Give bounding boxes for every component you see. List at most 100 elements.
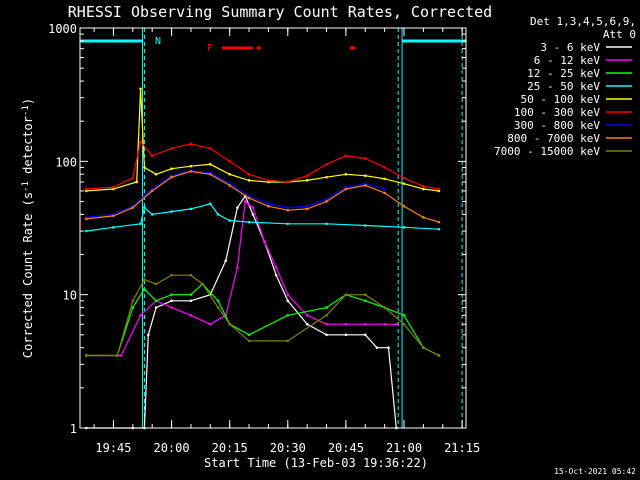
series-8-point-13	[344, 293, 348, 296]
series-7-point-8	[247, 196, 251, 200]
series-7-point-9	[267, 204, 270, 208]
series-8-point-7	[201, 282, 204, 286]
series-line-5	[86, 140, 440, 190]
legend-label-7: 800 - 7000 keV	[507, 132, 600, 145]
series-0-point-11	[251, 213, 255, 216]
series-5-point-9	[247, 172, 251, 176]
series-6-point-15	[383, 187, 386, 191]
series-0-point-13	[274, 273, 278, 277]
x-tick-label-3: 20:30	[270, 441, 306, 455]
series-4-point-0	[85, 189, 88, 193]
series-3-point-5	[170, 210, 173, 213]
series-8-point-3	[143, 278, 146, 281]
series-5-point-6	[189, 142, 193, 146]
series-2-point-11	[286, 314, 290, 317]
y-axis-label-mid: detector	[21, 116, 35, 181]
series-4-point-1	[112, 187, 115, 191]
legend-label-3: 25 - 50 keV	[527, 80, 600, 93]
series-8-point-17	[422, 346, 425, 350]
series-4-point-5	[154, 172, 158, 176]
series-1-point-6	[209, 322, 212, 326]
series-1-point-1	[119, 354, 123, 357]
series-6-point-12	[325, 197, 328, 201]
series-7-point-7	[228, 184, 231, 187]
series-6-point-10	[286, 206, 290, 209]
series-1-point-16	[344, 322, 348, 326]
series-3-point-9	[228, 219, 231, 222]
y-tick-label-3: 1000	[48, 22, 77, 36]
series-5-point-5	[170, 147, 173, 150]
series-1-point-5	[189, 314, 193, 317]
legend-label-4: 50 - 100 keV	[521, 93, 601, 106]
legend-label-1: 6 - 12 keV	[534, 54, 601, 67]
series-1	[85, 200, 398, 357]
series-3-point-3	[143, 206, 146, 209]
y-axis-label-end: )	[21, 98, 35, 105]
series-8-point-4	[154, 282, 158, 286]
series-8-point-2	[131, 299, 135, 303]
x-tick-label-5: 21:00	[386, 441, 422, 455]
series-7-point-4	[170, 175, 173, 179]
series-7-point-10	[286, 208, 290, 212]
series-6-point-3	[150, 187, 154, 191]
series-0-point-5	[170, 299, 173, 303]
series-3-point-0	[85, 229, 88, 233]
series-3-point-10	[247, 220, 251, 224]
series-8-point-10	[247, 339, 251, 343]
series-8-point-14	[363, 293, 367, 296]
y-tick-label-2: 100	[55, 155, 77, 169]
series-6-point-13	[344, 185, 348, 189]
series-3-point-6	[189, 207, 193, 211]
series-4-point-3	[139, 87, 142, 91]
series-5-point-19	[437, 187, 441, 191]
series-1-point-11	[263, 240, 266, 243]
series-8-point-9	[228, 322, 231, 326]
series-7-point-17	[422, 216, 425, 219]
series-3-point-14	[402, 226, 406, 229]
series-1-point-13	[286, 293, 290, 296]
chart-title: RHESSI Observing Summary Count Rates, Co…	[68, 3, 492, 21]
series-5-point-2	[131, 176, 135, 180]
series-7-point-16	[402, 204, 406, 208]
series-7-point-6	[209, 172, 212, 176]
series-5	[85, 140, 441, 191]
x-tick-label-4: 20:45	[328, 441, 364, 455]
series-8-point-6	[189, 273, 193, 277]
series-1-point-18	[383, 322, 386, 326]
y-axis-label-sup1: -1	[21, 181, 31, 192]
series-8-point-15	[383, 306, 386, 309]
series-2-point-16	[402, 314, 406, 317]
series-1-point-4	[170, 306, 173, 309]
legend-label-2: 12 - 25 keV	[527, 67, 600, 80]
series-0-point-8	[224, 259, 228, 262]
series-1-point-17	[363, 322, 367, 326]
y-tick-label-1: 10	[63, 289, 77, 303]
y-axis: 1 10 100 1000	[48, 22, 466, 436]
series-4-point-15	[344, 172, 348, 176]
x-axis: 19:45 20:00 20:15 20:30 20:45 21:00 21:15	[93, 28, 480, 455]
series-4-point-4	[143, 166, 146, 169]
series-7-point-12	[325, 200, 328, 203]
series-0-point-14	[286, 299, 290, 303]
flare-label: F	[207, 43, 213, 54]
series-0-point-19	[375, 346, 379, 350]
series-2-point-5	[170, 293, 173, 296]
y-axis-label-main: Corrected Count Rate (s	[21, 192, 35, 358]
series-7-point-18	[437, 220, 441, 224]
series-4-point-10	[247, 179, 251, 182]
series-3-point-4	[150, 213, 154, 216]
legend-label-0: 3 - 6 keV	[540, 41, 600, 54]
series-0-point-18	[363, 333, 367, 337]
series-7-point-5	[189, 170, 193, 173]
series-5-point-15	[363, 157, 367, 160]
series-4-point-19	[422, 187, 425, 191]
series-7-point-14	[363, 184, 367, 187]
series-6-point-11	[305, 204, 309, 208]
series-6-point-8	[247, 194, 251, 198]
series-0-point-6	[189, 299, 193, 303]
plot-frame	[79, 27, 467, 429]
series-3-point-8	[216, 213, 220, 216]
series-1-point-15	[325, 322, 328, 326]
series-4-point-9	[228, 172, 231, 176]
series-3-point-1	[112, 226, 115, 229]
